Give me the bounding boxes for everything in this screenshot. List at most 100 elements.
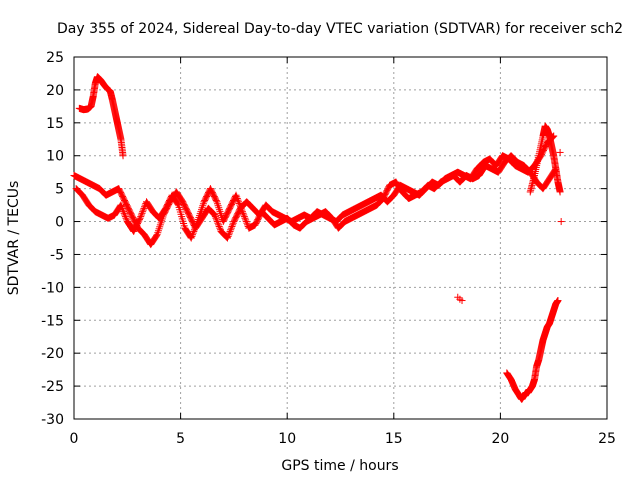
data-point	[188, 232, 196, 240]
data-point	[211, 213, 219, 221]
y-tick-label: -10	[41, 280, 64, 296]
data-point	[229, 219, 237, 227]
data-point	[187, 234, 195, 242]
data-point	[190, 226, 198, 234]
data-point	[227, 224, 235, 232]
data-point	[228, 222, 236, 230]
plot-frame	[73, 56, 608, 420]
y-tick-label: 15	[46, 116, 64, 132]
data-point	[237, 203, 245, 211]
data-point	[224, 232, 232, 240]
data-point	[556, 148, 564, 156]
y-tick-label: 0	[55, 215, 64, 231]
data-point	[174, 200, 182, 208]
data-point	[211, 211, 219, 219]
data-point	[229, 221, 237, 229]
data-point	[193, 219, 201, 227]
data-point	[554, 297, 562, 305]
data-point	[139, 208, 147, 216]
data-point	[212, 196, 220, 204]
data-point	[121, 213, 129, 221]
y-tick-label: 10	[46, 149, 64, 165]
x-tick-label: 0	[70, 431, 79, 447]
x-tick-labels: 0 5 10 15 20 25	[70, 431, 616, 447]
data-point	[191, 224, 199, 232]
x-axis-label: GPS time / hours	[281, 458, 398, 474]
chart-title: Day 355 of 2024, Sidereal Day-to-day VTE…	[57, 21, 623, 37]
y-tick-label: 20	[46, 83, 64, 99]
data-point	[122, 214, 130, 222]
data-point	[227, 226, 235, 234]
data-point	[118, 204, 126, 212]
x-tick-label: 5	[176, 431, 185, 447]
y-tick-label: -20	[41, 346, 64, 362]
data-point	[234, 196, 242, 204]
y-tick-label: 5	[55, 182, 64, 198]
x-tick-label: 25	[598, 431, 616, 447]
data-point	[119, 206, 127, 214]
data-point	[557, 218, 565, 226]
data-point	[118, 203, 126, 211]
data-point	[241, 214, 249, 222]
data-point	[240, 211, 248, 219]
y-tick-label: 25	[46, 50, 64, 66]
data-point	[120, 209, 128, 217]
data-point	[216, 224, 224, 232]
x-tick-label: 20	[491, 431, 509, 447]
data-point	[238, 208, 246, 216]
data-points	[70, 73, 565, 403]
data-point	[136, 214, 144, 222]
data-point	[135, 216, 143, 224]
data-point	[119, 152, 127, 160]
grid	[74, 57, 607, 419]
data-point	[139, 206, 147, 214]
data-point	[192, 222, 200, 230]
data-point	[137, 213, 145, 221]
data-point	[212, 214, 220, 222]
data-point	[215, 221, 223, 229]
y-tick-label: -15	[41, 313, 64, 329]
data-point	[238, 206, 246, 214]
axis-ticks	[73, 56, 608, 420]
data-point	[190, 227, 198, 235]
data-point	[236, 201, 244, 209]
data-point	[214, 219, 222, 227]
y-axis-label: SDTVAR / TECUs	[6, 181, 22, 296]
x-tick-label: 15	[385, 431, 403, 447]
data-point	[235, 198, 243, 206]
data-point	[137, 211, 145, 219]
data-point	[233, 193, 241, 201]
data-point	[242, 218, 250, 226]
y-tick-label: -5	[50, 247, 64, 263]
data-point	[226, 227, 234, 235]
data-point	[240, 213, 248, 221]
data-point	[140, 204, 148, 212]
data-point	[225, 229, 233, 237]
data-point	[189, 231, 197, 239]
data-point	[215, 222, 223, 230]
y-tick-labels: -30 -25 -20 -15 -10 -5 0 5 10 15 20 25	[41, 50, 64, 428]
data-point	[225, 231, 233, 239]
data-point	[119, 208, 127, 216]
data-point	[239, 209, 247, 217]
data-point	[213, 216, 221, 224]
data-point	[458, 297, 466, 305]
data-point	[224, 234, 232, 242]
data-point	[117, 201, 125, 209]
data-point	[189, 229, 197, 237]
data-point	[192, 221, 200, 229]
data-point	[232, 191, 240, 199]
data-point	[237, 204, 245, 212]
data-point	[235, 199, 243, 207]
data-point	[153, 232, 161, 240]
y-tick-label: -25	[41, 379, 64, 395]
y-tick-label: -30	[41, 412, 64, 428]
data-point	[556, 188, 564, 196]
data-point	[242, 216, 250, 224]
data-point	[121, 211, 129, 219]
x-tick-label: 10	[278, 431, 296, 447]
data-point	[213, 218, 221, 226]
data-point	[243, 219, 251, 227]
data-point	[138, 209, 146, 217]
